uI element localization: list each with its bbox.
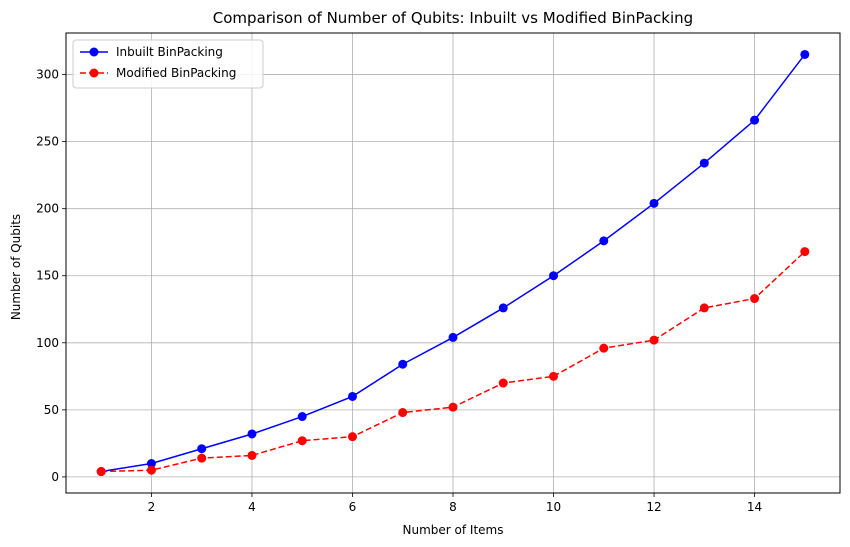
series-1-point xyxy=(247,429,257,439)
grid xyxy=(66,33,840,493)
x-tick-label: 8 xyxy=(449,500,457,514)
series-2-point xyxy=(800,247,810,257)
y-tick-label: 300 xyxy=(36,68,59,82)
y-tick-label: 0 xyxy=(51,470,59,484)
series-points xyxy=(96,49,810,477)
series-2-point xyxy=(699,303,709,313)
series-2-point xyxy=(549,371,559,381)
legend-label-1: Inbuilt BinPacking xyxy=(116,45,223,59)
series-2-point xyxy=(599,343,609,353)
series-1-point xyxy=(448,332,458,342)
series-2-point xyxy=(96,467,106,477)
x-tick-label: 4 xyxy=(248,500,256,514)
x-tick-label: 2 xyxy=(148,500,156,514)
series-2-point xyxy=(448,402,458,412)
y-tick-label: 200 xyxy=(36,202,59,216)
y-tick-label: 100 xyxy=(36,336,59,350)
series-1-point xyxy=(800,49,810,59)
x-tick-label: 10 xyxy=(546,500,561,514)
series-1-point xyxy=(750,115,760,125)
y-axis-label: Number of Qubits xyxy=(9,214,23,320)
series-2-point xyxy=(247,450,257,460)
series-1-point xyxy=(498,303,508,313)
series-2-point xyxy=(649,335,659,345)
x-axis-label: Number of Items xyxy=(403,523,504,537)
series-2-point xyxy=(197,453,207,463)
series-2-point xyxy=(297,436,307,446)
series-1-point xyxy=(146,458,156,468)
series-2-point xyxy=(347,432,357,442)
chart-title: Comparison of Number of Qubits: Inbuilt … xyxy=(213,9,693,27)
legend-marker-2 xyxy=(89,68,99,78)
series-1-point xyxy=(297,412,307,422)
y-axis-ticks: 0 50 100 150 200 250 300 xyxy=(36,68,66,484)
y-tick-label: 150 xyxy=(36,269,59,283)
series-1-point xyxy=(197,444,207,454)
series-1-point xyxy=(649,198,659,208)
y-tick-label: 250 xyxy=(36,135,59,149)
x-tick-label: 14 xyxy=(747,500,762,514)
legend: Inbuilt BinPacking Modified BinPacking xyxy=(72,39,264,89)
x-axis-ticks: 2 4 6 8 10 12 14 xyxy=(148,493,762,514)
legend-label-2: Modified BinPacking xyxy=(116,66,236,80)
series-2-point xyxy=(750,294,760,304)
x-tick-label: 6 xyxy=(349,500,357,514)
x-tick-label: 12 xyxy=(646,500,661,514)
series-2-point xyxy=(398,408,408,418)
series-1-point xyxy=(599,236,609,246)
legend-marker-1 xyxy=(89,47,99,57)
series-2-point xyxy=(498,378,508,388)
series-1-point xyxy=(699,158,709,168)
series-2-point xyxy=(146,465,156,475)
legend-box xyxy=(72,39,264,89)
series-1-point xyxy=(398,359,408,369)
y-tick-label: 50 xyxy=(44,403,59,417)
series-1-point xyxy=(347,391,357,401)
series-1-point xyxy=(549,271,559,281)
